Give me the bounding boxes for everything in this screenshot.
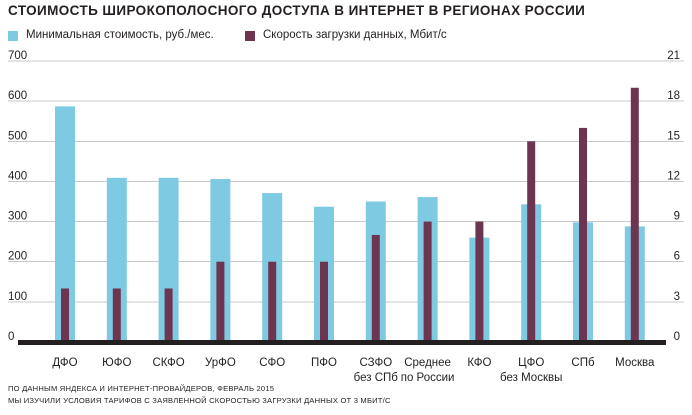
right-tick-label: 9 (674, 211, 680, 223)
bar-cost (158, 177, 179, 342)
category-label: ДФО (52, 357, 77, 369)
category-label: СПб (571, 357, 595, 369)
legend-swatch-cost (8, 31, 18, 41)
category-label: без СПб (354, 372, 399, 384)
bar-speed (630, 87, 639, 342)
category-label: без Москвы (500, 372, 562, 384)
bar-speed (216, 261, 225, 342)
legend-label-speed: Скорость загрузки данных, Мбит/с (263, 29, 447, 41)
right-tick-label: 18 (667, 90, 680, 102)
category-label: ПФО (311, 357, 337, 369)
left-tick-label: 300 (8, 211, 27, 223)
bar-cost (55, 106, 75, 343)
category-label: ЮФО (102, 357, 131, 369)
category-label: Среднее (404, 357, 451, 369)
bar-cost (210, 179, 231, 342)
x-axis-baseline (18, 340, 666, 345)
left-tick-label: 400 (8, 170, 27, 182)
chart-title: СТОИМОСТЬ ШИРОКОПОЛОСНОГО ДОСТУПА В ИНТЕ… (8, 3, 586, 18)
right-tick-label: 0 (674, 331, 680, 343)
left-tick-label: 500 (8, 130, 27, 142)
left-tick-label: 600 (8, 90, 27, 102)
left-tick-label: 200 (8, 251, 27, 263)
left-tick-label: 100 (8, 291, 27, 303)
bar-speed (268, 261, 277, 342)
category-label: СКФО (152, 357, 184, 369)
right-tick-label: 12 (667, 170, 680, 182)
bar-speed (61, 288, 69, 342)
bar-speed (371, 234, 380, 342)
footnote-source: ПО ДАННЫМ ЯНДЕКСА И ИНТЕРНЕТ-ПРОВАЙДЕРОВ… (8, 384, 275, 393)
category-label: Москва (615, 357, 655, 369)
legend-label-cost: Минимальная стоимость, руб./мес. (26, 29, 214, 41)
bar-speed (423, 221, 432, 342)
category-label: СФО (259, 357, 285, 369)
left-tick-label: 0 (8, 331, 14, 343)
right-tick-label: 3 (674, 291, 680, 303)
legend-swatch-speed (245, 31, 255, 41)
bar-speed (527, 141, 536, 342)
category-label: ЦФО (518, 357, 544, 369)
footnote-method: МЫ ИЗУЧИЛИ УСЛОВИЯ ТАРИФОВ С ЗАЯВЛЕННОЙ … (8, 396, 391, 405)
right-tick-label: 21 (667, 50, 680, 62)
bar-speed (579, 127, 587, 343)
category-label: КФО (467, 357, 491, 369)
category-label: СЗФО (359, 357, 392, 369)
category-label: УрФО (205, 357, 236, 369)
bar-speed (164, 288, 173, 342)
bar-speed (475, 221, 484, 342)
bar-speed (112, 288, 121, 342)
bar-cost (106, 177, 127, 342)
right-tick-label: 6 (674, 251, 680, 263)
category-label: по России (401, 372, 455, 384)
bar-speed (320, 261, 328, 342)
right-tick-label: 15 (667, 130, 680, 142)
left-tick-label: 700 (8, 50, 27, 62)
